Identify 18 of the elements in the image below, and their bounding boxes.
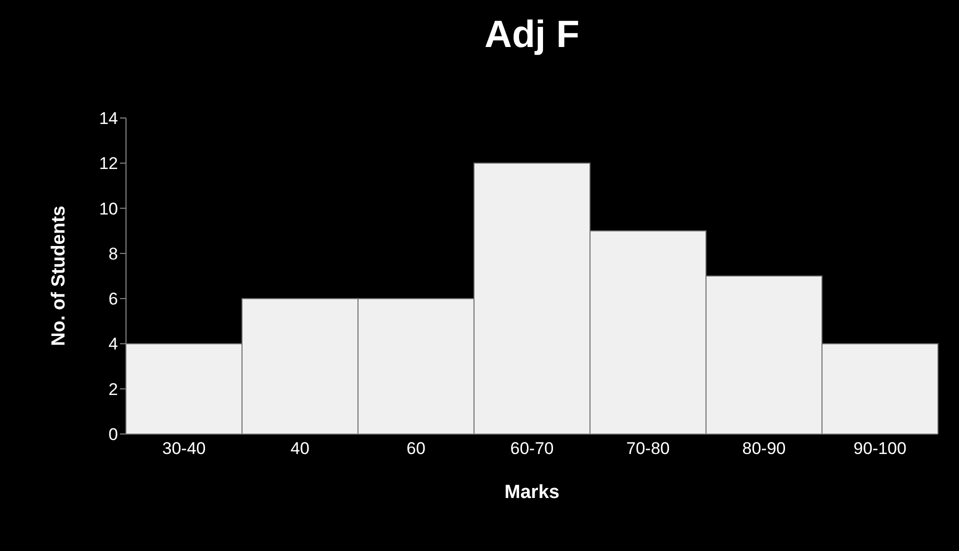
x-tick-label: 60-70 [510, 439, 554, 458]
y-axis-title: No. of Students [48, 206, 70, 346]
x-tick-label: 60 [406, 439, 426, 458]
y-tick-label: 0 [108, 425, 118, 444]
x-tick-label: 70-80 [626, 439, 670, 458]
x-axis-title: Marks [504, 482, 560, 503]
chart-title: Adj F [484, 14, 580, 57]
y-tick-label: 6 [108, 290, 118, 309]
y-tick-label: 4 [108, 334, 118, 354]
y-tick-label: 10 [99, 199, 118, 218]
x-tick-label: 40 [290, 439, 310, 458]
y-tick-label: 14 [99, 109, 118, 128]
y-tick-label: 12 [99, 154, 118, 174]
x-tick-label: 30-40 [162, 439, 206, 458]
x-tick-label: 90-100 [854, 439, 906, 458]
y-tick-label: 2 [108, 380, 118, 399]
y-tick-label: 8 [108, 244, 118, 264]
x-tick-label: 80-90 [742, 439, 786, 458]
